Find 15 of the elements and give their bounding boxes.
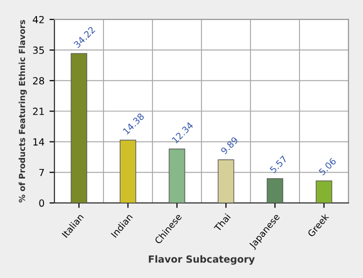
y-tick-label: 14 [33, 138, 44, 146]
bar [266, 178, 284, 203]
y-axis-title: % of Products Featuring Ethnic Flavors [18, 20, 27, 202]
bar [316, 180, 332, 203]
y-tick-label: 42 [32, 16, 44, 24]
bar [120, 140, 136, 203]
y-tick-label: 21 [33, 108, 44, 115]
y-tick-label: 35 [33, 46, 44, 54]
bar [168, 148, 186, 203]
y-tick-label: 0 [39, 199, 44, 207]
y-tick-label: 7 [39, 168, 44, 176]
y-tick-label: 28 [33, 77, 44, 84]
bar [70, 53, 88, 203]
bar [218, 159, 234, 203]
x-axis-title: Flavor Subcategory [148, 255, 255, 265]
